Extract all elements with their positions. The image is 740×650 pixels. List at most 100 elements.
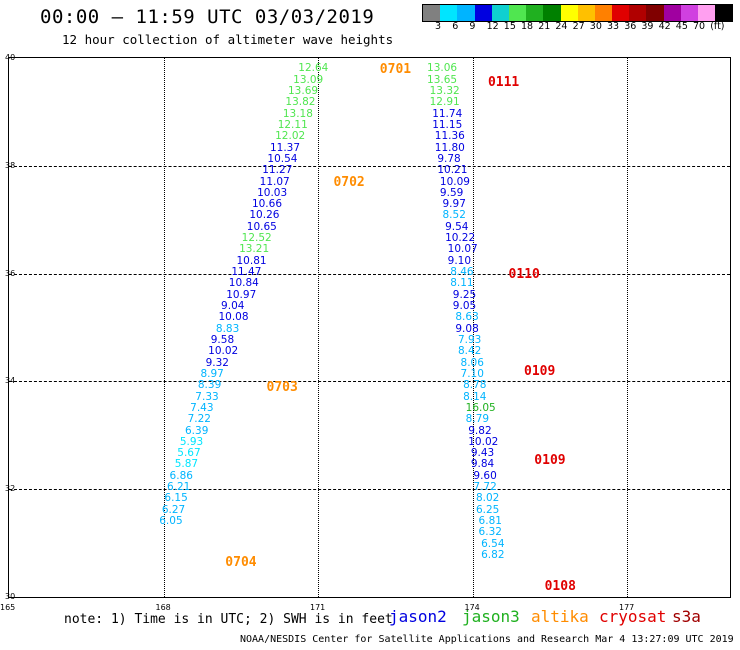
wave-height-value: 9.84 xyxy=(470,458,495,471)
wave-height-value: 8.11 xyxy=(450,277,474,290)
pass-time-label: 0111 xyxy=(487,75,520,91)
colorbar-label: 27 xyxy=(572,21,585,32)
wave-height-value: 10.65 xyxy=(246,220,277,233)
pass-time-label: 0110 xyxy=(508,266,540,282)
longitude-tick-label: 165 xyxy=(0,603,16,612)
colorbar-swatch xyxy=(646,5,664,21)
colorbar-label: 33 xyxy=(607,21,620,32)
wave-height-value: 6.32 xyxy=(478,526,502,539)
parallel-line xyxy=(9,165,730,167)
colorbar-swatch xyxy=(543,5,561,21)
wave-height-value: 5.93 xyxy=(179,435,204,448)
wave-height-value: 9.97 xyxy=(442,198,466,211)
wave-height-value: 13.09 xyxy=(293,73,324,86)
wave-height-value: 7.22 xyxy=(187,413,211,426)
wave-height-value: 9.08 xyxy=(455,322,479,335)
wave-height-value: 6.86 xyxy=(169,469,193,482)
colorbar-label: 21 xyxy=(538,21,551,32)
wave-height-value: 10.02 xyxy=(468,435,499,448)
wave-height-value: 10.84 xyxy=(228,277,259,290)
colorbar-swatch xyxy=(663,5,681,21)
wave-height-value: 9.43 xyxy=(470,447,495,460)
colorbar-label: 30 xyxy=(589,21,602,32)
colorbar-swatch xyxy=(457,5,475,21)
wave-height-value: 10.09 xyxy=(439,175,470,188)
plot-frame xyxy=(8,57,731,598)
colorbar-label: 39 xyxy=(641,21,654,32)
wave-height-value: 6.25 xyxy=(475,503,500,516)
wave-height-value: 7.33 xyxy=(195,390,219,403)
wave-height-value: 10.07 xyxy=(447,243,478,256)
colorbar-label: 6 xyxy=(452,21,459,32)
latitude-tick-label: 36 xyxy=(5,268,16,278)
legend-jason3: jason3 xyxy=(462,607,520,626)
colorbar-swatch xyxy=(491,5,509,21)
wave-height-value: 8.02 xyxy=(475,492,500,505)
credit-line: NOAA/NESDIS Center for Satellite Applica… xyxy=(240,634,734,645)
pass-time-label: 0702 xyxy=(333,174,365,190)
wave-height-value: 10.66 xyxy=(251,198,282,211)
wave-height-value: 8.39 xyxy=(197,379,222,392)
wave-height-value: 10.03 xyxy=(257,186,288,199)
colorbar-label: 9 xyxy=(469,21,476,32)
meridian-line xyxy=(627,58,628,597)
wave-height-value: 6.82 xyxy=(481,549,505,562)
colorbar-swatch xyxy=(680,5,698,21)
colorbar-swatch xyxy=(629,5,647,21)
wave-height-value: 13.32 xyxy=(429,84,460,97)
parallel-line xyxy=(9,489,730,491)
wave-height-value: 6.39 xyxy=(185,424,209,437)
wave-height-value: 6.05 xyxy=(159,515,183,528)
wave-height-value: 7.72 xyxy=(473,481,497,494)
wave-height-value: 8.14 xyxy=(463,390,487,403)
wave-height-value: 12.52 xyxy=(241,232,272,245)
pass-time-label: 0108 xyxy=(544,579,576,595)
latitude-tick-label: 34 xyxy=(5,376,16,386)
parallel-line xyxy=(9,381,730,383)
wave-height-value: 7.43 xyxy=(190,401,214,414)
wave-height-value: 8.97 xyxy=(200,367,224,380)
colorbar-label: 36 xyxy=(624,21,637,32)
wave-height-value: 8.83 xyxy=(215,322,240,335)
wave-height-value: 10.08 xyxy=(218,311,249,324)
wave-height-value: 7.93 xyxy=(457,333,482,346)
wave-height-value: 5.87 xyxy=(174,458,199,471)
wave-height-value: 10.81 xyxy=(236,254,267,267)
wave-height-value: 11.74 xyxy=(432,107,463,120)
longitude-tick-label: 168 xyxy=(155,603,171,612)
colorbar-swatch xyxy=(612,5,630,21)
colorbar-label: (ft) xyxy=(710,21,725,32)
wave-height-value: 13.65 xyxy=(427,73,458,86)
latitude-tick-label: 40 xyxy=(5,53,16,62)
wave-height-value: 9.04 xyxy=(221,300,245,313)
meridian-line xyxy=(472,58,474,597)
wave-height-value: 10.21 xyxy=(437,164,468,177)
wave-height-value: 12.91 xyxy=(429,96,460,109)
wave-height-value: 13.82 xyxy=(285,96,316,109)
colorbar-swatch xyxy=(698,5,716,21)
longitude-tick-label: 171 xyxy=(310,603,326,612)
colorbar-label: 70 xyxy=(693,21,706,32)
wave-height-value: 9.59 xyxy=(439,186,464,199)
legend-altika: altika xyxy=(531,607,589,626)
wave-height-value: 11.47 xyxy=(231,266,262,279)
map-subtitle: 12 hour collection of altimeter wave hei… xyxy=(62,32,394,47)
longitude-tick-label: 174 xyxy=(464,603,480,612)
colorbar-swatch xyxy=(440,5,458,21)
latitude-tick-label: 38 xyxy=(5,160,16,170)
wave-height-value: 9.58 xyxy=(210,333,235,346)
wave-height-value: 11.80 xyxy=(434,141,465,154)
meridian-line xyxy=(318,58,319,597)
pass-time-label: 0701 xyxy=(379,61,412,77)
wave-height-value: 8.46 xyxy=(450,266,474,279)
parallel-line xyxy=(9,273,730,275)
wave-height-value: 8.79 xyxy=(465,413,490,426)
wave-height-value: 12.11 xyxy=(277,118,308,131)
wave-height-value: 8.42 xyxy=(457,345,482,358)
wave-height-value: 11.37 xyxy=(269,141,301,154)
wave-height-value: 7.10 xyxy=(460,367,484,380)
colorbar-label: 24 xyxy=(555,21,568,32)
wave-height-value: 5.67 xyxy=(177,447,201,460)
wave-height-value: 13.21 xyxy=(239,243,270,256)
